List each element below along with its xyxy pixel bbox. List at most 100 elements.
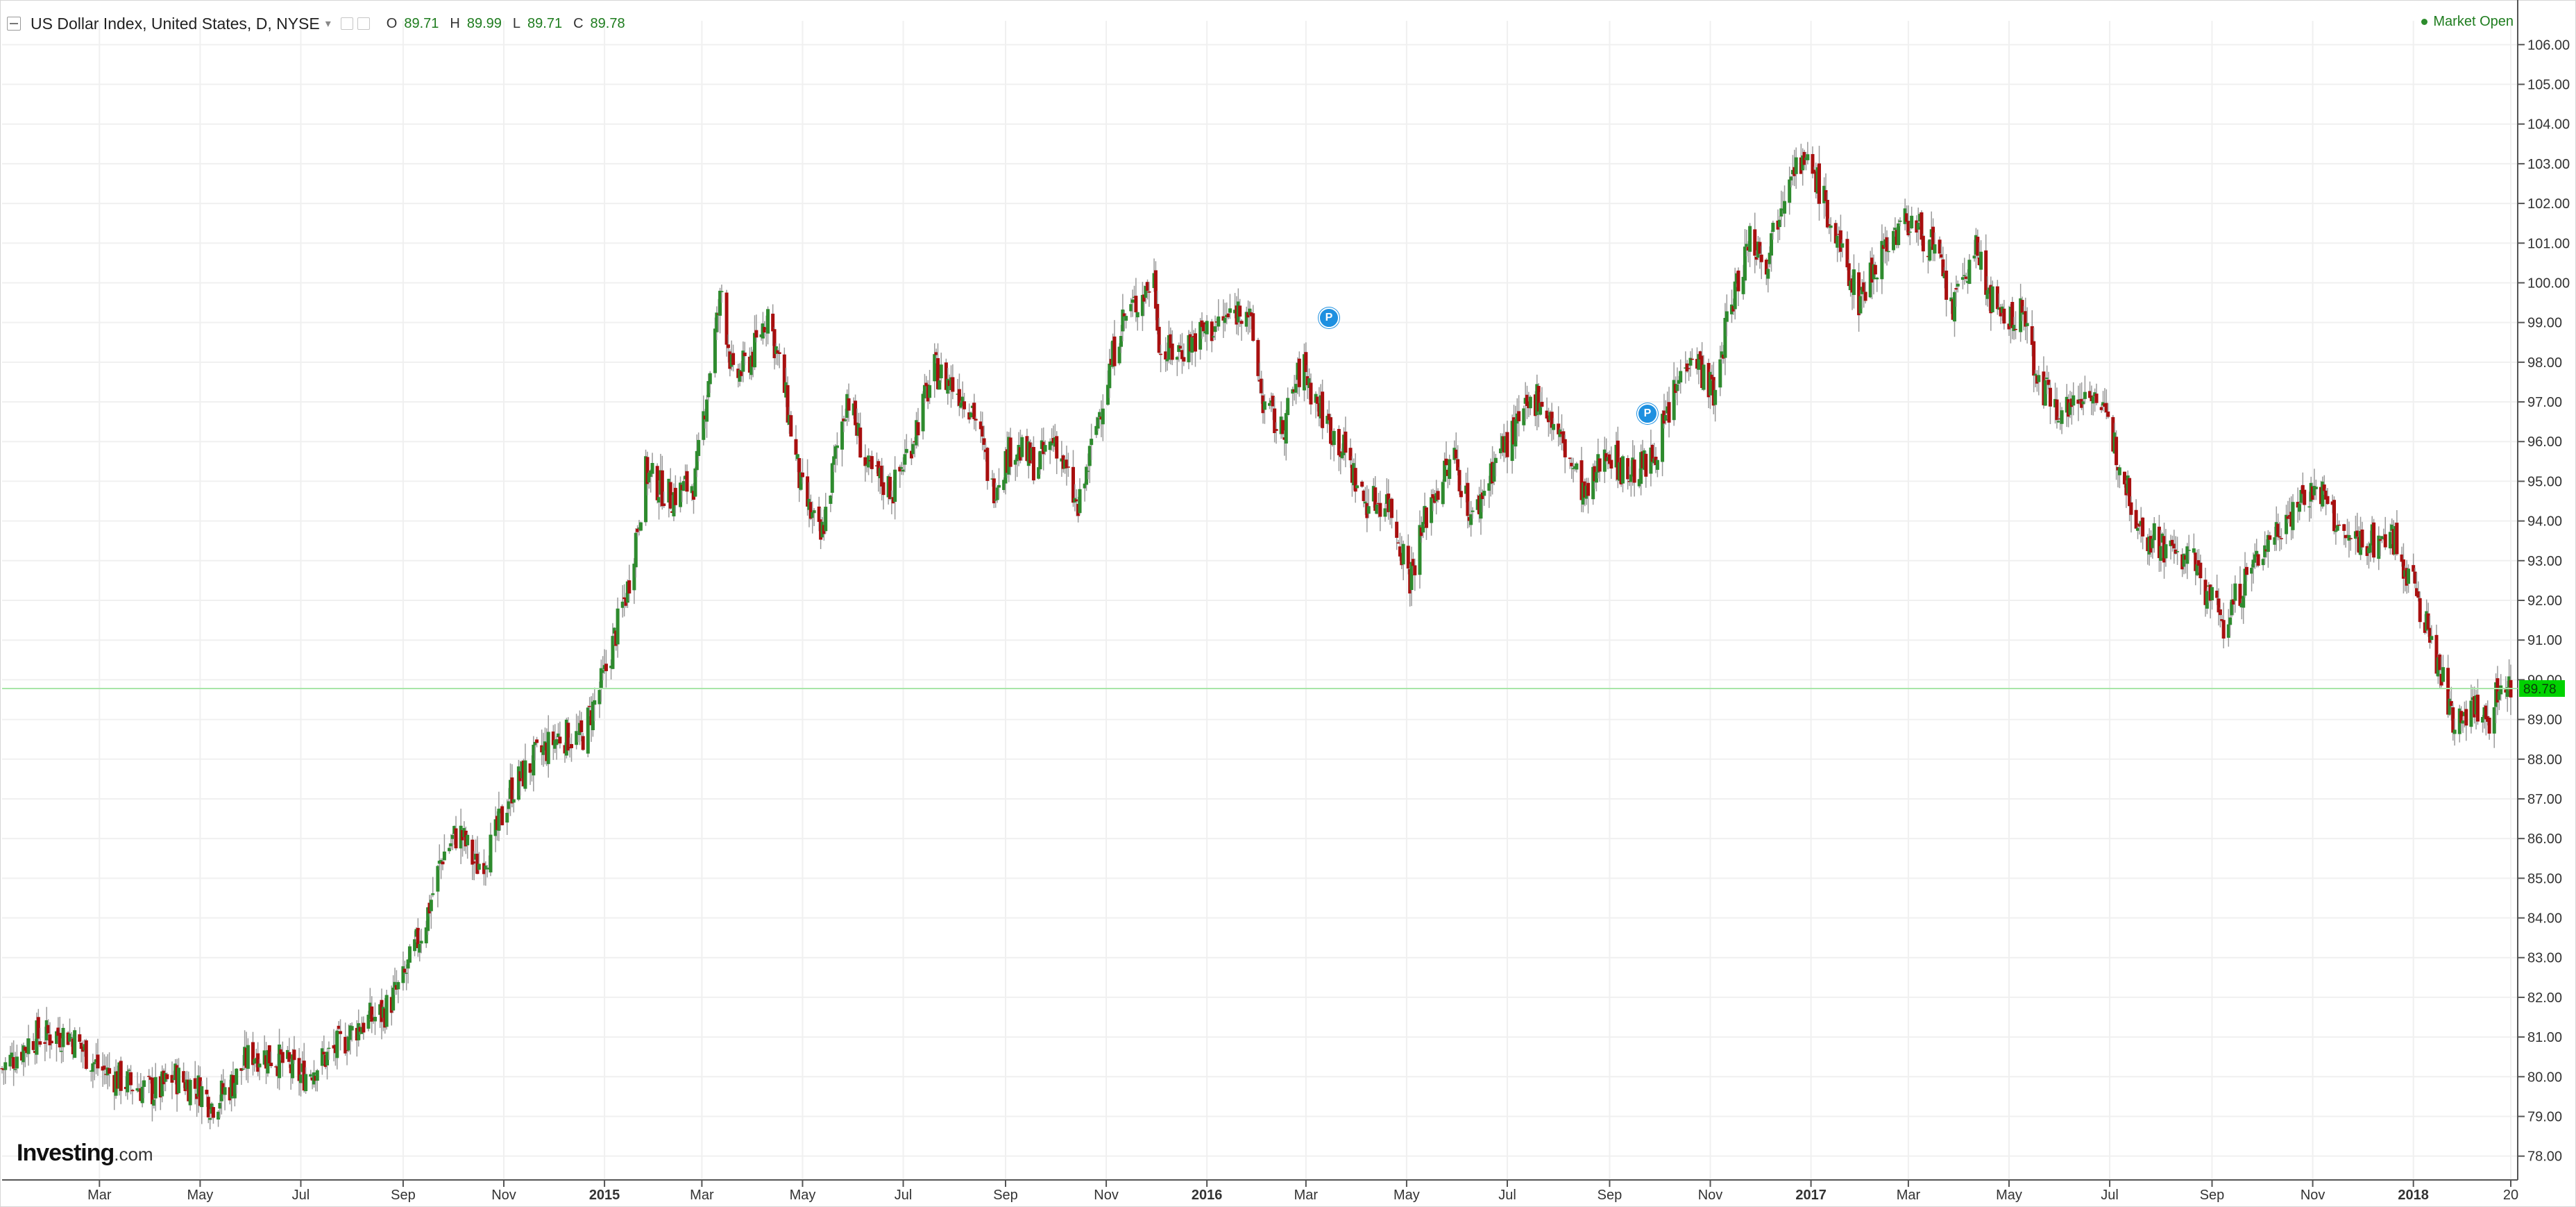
candle-body (2299, 489, 2303, 503)
candle-body (165, 1074, 169, 1079)
candle-body (1363, 501, 1367, 504)
collapse-legend-icon[interactable] (7, 17, 21, 31)
candle-body (2136, 527, 2140, 531)
candle-body (554, 738, 559, 745)
candle-body (1144, 286, 1148, 298)
candle-body (217, 1111, 221, 1120)
y-tick-label: 103.00 (2527, 157, 2570, 172)
candle-body (1129, 304, 1133, 312)
candle-body (1571, 468, 1575, 469)
candle-body (60, 1050, 64, 1052)
candle-body (2048, 387, 2052, 407)
candle-body (516, 766, 520, 800)
candle-body (1979, 251, 1983, 270)
candle-body (49, 1040, 53, 1044)
candle-body (1413, 565, 1417, 575)
candle-body (1362, 490, 1366, 501)
close-box-icon[interactable] (357, 17, 370, 30)
candle-body (995, 487, 999, 500)
candle-body (396, 981, 400, 990)
candle-body (1130, 299, 1135, 303)
symbol-title[interactable]: US Dollar Index, United States, D, NYSE (31, 14, 320, 33)
candle-body (706, 381, 711, 398)
y-tick-label: 106.00 (2527, 37, 2570, 53)
candle-body (2312, 486, 2316, 496)
candle-body (188, 1079, 192, 1106)
candle-body (1990, 286, 1994, 312)
chevron-down-icon[interactable]: ▾ (325, 18, 331, 30)
candle-body (344, 1036, 348, 1054)
candle-body (208, 1117, 212, 1120)
candle-body (806, 476, 810, 507)
y-tick-label: 78.00 (2527, 1149, 2562, 1165)
x-tick-label: 2018 (2398, 1188, 2429, 1203)
candle-body (1824, 189, 1828, 201)
candle-body (766, 309, 770, 334)
candle-body (1644, 453, 1648, 477)
marker-badge[interactable]: P (1319, 307, 1339, 328)
chart-header: US Dollar Index, United States, D, NYSE … (7, 10, 629, 37)
candle-body (2451, 707, 2455, 733)
candle-body (1892, 230, 1896, 251)
candle-body (2380, 536, 2384, 539)
candle-body (1563, 439, 1567, 457)
candle-body (1309, 382, 1313, 405)
candle-body (1159, 353, 1163, 355)
candle-body (135, 1088, 139, 1091)
candle-body (1931, 226, 1935, 251)
y-tick-label: 93.00 (2527, 554, 2562, 569)
candle-body (1976, 237, 1980, 256)
candle-body (1811, 153, 1815, 174)
candle-body (471, 839, 475, 865)
candle-body (2198, 562, 2203, 579)
candle-body (911, 444, 915, 455)
candle-body (832, 456, 836, 465)
candle-body (1037, 467, 1041, 479)
candle-body (2217, 598, 2221, 613)
candle-body (599, 668, 603, 689)
candle-body (2242, 596, 2246, 608)
candle-body (795, 454, 799, 459)
marker-badge[interactable]: P (1637, 403, 1658, 424)
candle-body (1525, 394, 1530, 406)
settings-box-icon[interactable] (340, 17, 353, 30)
candle-body (2037, 375, 2041, 382)
candle-body (2253, 554, 2257, 563)
candle-body (2388, 532, 2392, 549)
candle-body (938, 380, 942, 390)
candle-body (1741, 276, 1745, 294)
candle-body (2286, 516, 2290, 519)
candle-body (1591, 466, 1595, 500)
candle-body (1910, 215, 1914, 228)
candle-body (1086, 471, 1090, 472)
investing-logo[interactable]: Investing.com (17, 1140, 153, 1167)
candle-body (678, 482, 682, 507)
candle-body (647, 473, 651, 483)
candle-body (546, 732, 550, 764)
brand-name: Investing (17, 1140, 115, 1166)
candle-body (867, 455, 871, 468)
candle-body (327, 1047, 331, 1049)
candle-body (2497, 691, 2501, 700)
candle-body (718, 290, 722, 316)
candle-body (2083, 391, 2087, 399)
candle-body (1885, 237, 1889, 252)
candle-body (1373, 487, 1378, 512)
candle-body (1493, 457, 1498, 464)
candle-body (309, 1074, 313, 1077)
candle-body (898, 466, 902, 472)
y-tick-label: 95.00 (2527, 474, 2562, 489)
candle-body (2033, 373, 2037, 376)
candle-body (858, 428, 863, 458)
candle-body (1766, 269, 1770, 279)
candle-body (2014, 328, 2018, 330)
candle-body (2159, 546, 2163, 561)
candle-body (1396, 542, 1400, 544)
candle-body (1178, 346, 1183, 349)
candle-body (2226, 624, 2230, 638)
candle-body (1629, 474, 1633, 482)
candle-body (2452, 729, 2457, 734)
candle-body (1906, 221, 1910, 235)
candle-body (1344, 431, 1348, 453)
